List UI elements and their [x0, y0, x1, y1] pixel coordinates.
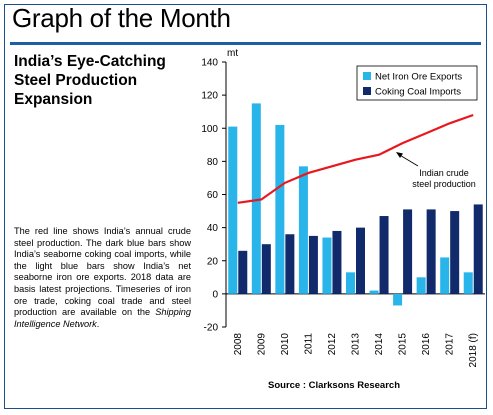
bar-coking-coal-imports: [332, 230, 342, 294]
y-tick-label: 40: [207, 223, 219, 234]
x-tick-label: 2013: [351, 333, 362, 356]
body-text: The red line shows India’s annual crude …: [14, 226, 191, 330]
legend-label: Coking Coal Imports: [375, 87, 461, 98]
x-tick-label: 2008: [233, 333, 244, 356]
y-tick-label: 80: [207, 157, 219, 168]
y-tick-label: 0: [212, 289, 218, 300]
bar-coking-coal-imports: [473, 204, 483, 294]
x-tick-label: 2010: [280, 333, 291, 356]
source-note: Source : Clarksons Research: [268, 380, 401, 391]
bar-coking-coal-imports: [356, 227, 365, 294]
header-rule: [10, 42, 481, 45]
annotation-arrow-head: [396, 152, 403, 158]
y-tick-label: 100: [201, 124, 218, 135]
x-tick-label: 2016: [421, 333, 432, 356]
graph-frame: [4, 4, 487, 409]
bar-net-iron-ore-exports: [251, 103, 261, 294]
bar-coking-coal-imports: [379, 216, 389, 294]
bar-coking-coal-imports: [238, 250, 248, 294]
x-tick-label: 2011: [303, 333, 314, 355]
bar-coking-coal-imports: [426, 209, 436, 294]
bar-net-iron-ore-exports: [228, 126, 238, 294]
plot-area: mt -20 0 20 40 60 80 100 120 140 2008 2009 2010 2011 2…: [201, 48, 485, 367]
headline-line: Steel Production: [14, 72, 138, 89]
headline: India’s Eye-Catching Steel Production Ex…: [14, 52, 189, 109]
x-tick-label: 2018 (f): [468, 333, 479, 367]
y-unit-label: mt: [227, 48, 238, 59]
bar-net-iron-ore-exports: [369, 290, 379, 294]
bar-net-iron-ore-exports: [346, 272, 355, 294]
body-text-end: .: [96, 318, 100, 329]
y-tick-label: 140: [201, 58, 218, 69]
header-title: Graph of the Month: [12, 3, 231, 33]
y-tick-label: 120: [201, 91, 218, 102]
body-text-main: The red line shows India’s annual crude …: [14, 226, 191, 318]
annotation-label: steel production: [412, 179, 476, 189]
y-tick-label: -20: [204, 323, 219, 334]
bar-coking-coal-imports: [308, 235, 318, 294]
legend-swatch-net-iron-ore: [363, 72, 371, 80]
annotation-label: Indian crude: [419, 168, 469, 178]
x-tick-label: 2009: [256, 333, 267, 356]
bar-net-iron-ore-exports: [440, 257, 450, 294]
bar-coking-coal-imports: [261, 244, 271, 294]
bar-coking-coal-imports: [450, 211, 460, 294]
bar-coking-coal-imports: [403, 209, 413, 294]
annotation-arrow-shaft: [397, 153, 419, 167]
legend-label: Net Iron Ore Exports: [375, 72, 462, 83]
x-tick-label: 2012: [327, 333, 338, 356]
legend-swatch-coking-coal: [363, 87, 371, 95]
y-tick-label: 60: [207, 190, 219, 201]
bar-net-iron-ore-exports: [298, 166, 308, 294]
legend-box: [356, 65, 478, 101]
body-text-italic: Shipping Intelligence Network: [14, 307, 191, 329]
bar-net-iron-ore-exports: [463, 272, 473, 294]
x-tick-label: 2015: [398, 333, 409, 356]
bar-net-iron-ore-exports: [322, 237, 332, 294]
y-tick-label: 20: [207, 256, 219, 267]
bar-net-iron-ore-exports: [416, 277, 426, 294]
bar-coking-coal-imports: [285, 234, 295, 294]
headline-line: Expansion: [14, 91, 93, 108]
headline-line: India’s Eye-Catching: [14, 53, 166, 70]
bar-net-iron-ore-exports: [393, 293, 403, 306]
steel-production-line: [237, 113, 474, 204]
x-tick-label: 2014: [374, 333, 385, 356]
bar-net-iron-ore-exports: [275, 124, 285, 294]
x-tick-label: 2017: [445, 333, 456, 356]
